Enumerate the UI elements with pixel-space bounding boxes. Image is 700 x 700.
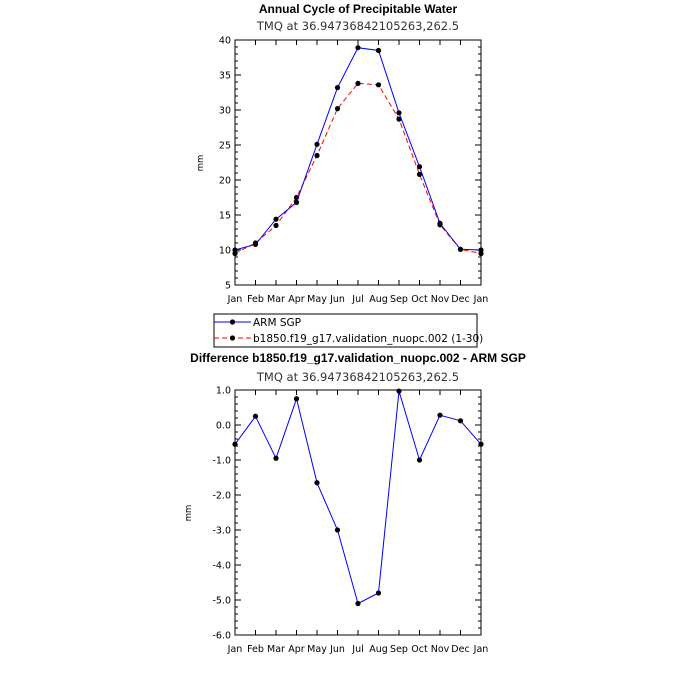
series-0-point — [437, 220, 443, 226]
x-tick-label: Aug — [369, 644, 388, 655]
y-tick-label: 30 — [219, 106, 231, 117]
x-tick-label: Dec — [451, 644, 469, 655]
series-0-point — [396, 110, 402, 116]
series-0-point — [478, 247, 484, 253]
series-0-point — [273, 216, 279, 222]
series-0-point — [293, 199, 300, 205]
x-tick-label: Mar — [267, 294, 285, 305]
series-0-point — [457, 246, 464, 252]
series-0-point — [375, 590, 382, 596]
series-1-point — [334, 106, 341, 112]
x-tick-label: Jul — [351, 294, 363, 305]
x-tick-label: Oct — [411, 644, 428, 655]
series-0-point — [457, 418, 464, 424]
x-tick-label: Jan — [473, 644, 489, 655]
series-1-point — [416, 171, 423, 177]
y-tick-label: 35 — [219, 71, 231, 82]
y-tick-label: 1.0 — [216, 386, 231, 397]
x-tick-label: Mar — [267, 644, 285, 655]
y-tick-label: -4.0 — [212, 561, 231, 572]
series-0-point — [273, 455, 279, 461]
y-tick-label: 25 — [219, 141, 231, 152]
legend-label-arm: ARM SGP — [253, 317, 301, 329]
series-0-point — [252, 241, 259, 247]
x-tick-label: Apr — [288, 644, 305, 655]
series-1-point — [355, 80, 361, 86]
x-tick-label: Jan — [227, 294, 243, 305]
series-line-0 — [234, 47, 482, 251]
y-axis-label: mm — [196, 155, 206, 172]
series-1-point — [375, 82, 382, 88]
legend-marker-arm — [229, 319, 236, 325]
y-tick-label: 15 — [219, 211, 231, 222]
x-tick-label: Dec — [451, 294, 469, 305]
legend-label-model: b1850.f19_g17.validation_nuopc.002 (1-30… — [253, 333, 483, 345]
x-tick-label: Nov — [431, 294, 450, 305]
chart-title: Annual Cycle of Precipitable Water — [259, 2, 458, 16]
series-0-point — [355, 45, 361, 51]
series-line-0 — [234, 390, 482, 605]
series-0-point — [334, 527, 341, 533]
series-0-point — [416, 457, 423, 463]
annual-cycle-panel: Annual Cycle of Precipitable Water TMQ a… — [196, 2, 488, 305]
x-tick-label: Jul — [351, 644, 363, 655]
y-tick-label: 40 — [219, 36, 231, 47]
y-tick-label: -2.0 — [212, 491, 231, 502]
y-axis-label: mm — [184, 505, 194, 522]
x-tick-label: Jun — [329, 644, 345, 655]
x-tick-label: Jan — [227, 644, 243, 655]
series-0-point — [314, 480, 320, 486]
series-0-point — [252, 413, 259, 419]
series-0-point — [355, 600, 361, 607]
y-tick-label: 10 — [219, 246, 231, 257]
x-tick-label: Sep — [390, 644, 408, 655]
plot-frame — [234, 389, 482, 636]
x-tick-label: Jan — [473, 294, 489, 305]
series-0-point — [375, 47, 382, 54]
series-0-point — [293, 396, 300, 402]
series-0-point — [437, 412, 443, 418]
y-tick-label: 5 — [225, 281, 231, 292]
x-tick-label: Nov — [431, 644, 450, 655]
legend: ARM SGP b1850.f19_g17.validation_nuopc.0… — [213, 313, 483, 348]
y-tick-label: -6.0 — [212, 631, 231, 642]
y-tick-label: -3.0 — [212, 526, 231, 537]
x-tick-label: Apr — [288, 294, 305, 305]
x-tick-label: Aug — [369, 294, 388, 305]
series-0-point — [232, 247, 238, 253]
difference-panel: Difference b1850.f19_g17.validation_nuop… — [184, 351, 526, 655]
legend-marker-model — [229, 335, 236, 341]
chart-title: Difference b1850.f19_g17.validation_nuop… — [190, 351, 526, 365]
x-tick-label: Feb — [247, 644, 264, 655]
y-tick-label: 20 — [219, 176, 231, 187]
series-0-point — [334, 85, 341, 91]
series-0-point — [232, 441, 238, 447]
series-0-point — [396, 388, 402, 394]
x-tick-label: May — [307, 294, 327, 305]
series-0-point — [314, 141, 320, 147]
plot-frame — [234, 39, 482, 286]
x-tick-label: Feb — [247, 294, 264, 305]
legend-box — [213, 313, 478, 348]
series-1-point — [314, 152, 320, 159]
x-tick-label: May — [307, 644, 327, 655]
series-1-point — [273, 222, 279, 229]
y-tick-label: -1.0 — [212, 456, 231, 467]
y-tick-label: 0.0 — [216, 421, 231, 432]
y-tick-label: -5.0 — [212, 596, 231, 607]
x-tick-label: Jun — [329, 294, 345, 305]
x-tick-label: Sep — [390, 294, 408, 305]
series-0-point — [478, 441, 484, 447]
series-0-point — [416, 164, 423, 170]
x-tick-label: Oct — [411, 294, 428, 305]
series-1-point — [396, 116, 402, 122]
chart-subtitle: TMQ at 36.94736842105263,262.5 — [256, 370, 459, 384]
chart-subtitle: TMQ at 36.94736842105263,262.5 — [256, 19, 459, 33]
